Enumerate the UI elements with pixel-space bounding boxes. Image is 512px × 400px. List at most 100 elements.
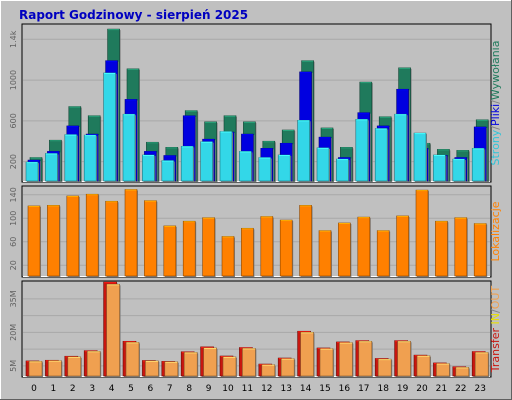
y-tick-label: 60 [9,237,18,247]
bar-body [25,161,39,182]
bar-lokalizacje-21 [435,220,449,277]
bar-body [433,154,446,182]
bar-body [66,195,80,277]
ylabel-hits: Strony/Pliki/Wywołania [489,41,502,166]
bar-body [180,146,194,182]
bar-strony-4 [103,72,117,182]
ylabel-hits-part: / [489,126,502,130]
bar-body [202,217,215,277]
bar-lokalizacje-10 [221,236,235,277]
bar-body [436,363,450,377]
bar-body [374,128,388,182]
x-tick-label: 21 [436,384,447,394]
x-tick-label: 22 [455,384,466,394]
x-tick-label: 2 [70,384,76,394]
bar-transfer-out-21 [436,363,451,377]
bar-strony-22 [452,158,466,182]
bar-lokalizacje-7 [163,225,177,277]
bar-body [182,220,196,277]
bar-body [297,120,310,182]
ylabel-sites: Lokalizacje [489,201,502,261]
bar-body [27,205,41,277]
bar-transfer-out-20 [416,355,431,377]
bar-body [200,141,213,182]
y-tick-label: 20 [9,260,18,270]
ylabel-hits-part: Strony [489,129,502,165]
bar-body [241,227,254,277]
ylabel-transfer-part: Transfer [489,327,502,373]
bar-body [67,356,82,377]
bar-body [473,223,487,277]
bar-strony-23 [471,148,486,182]
bar-body [397,340,411,377]
bar-strony-17 [355,119,369,182]
x-tick-label: 14 [300,384,312,394]
bar-body [316,147,330,182]
bar-strony-11 [239,151,253,182]
y-tick-label: 20M [9,324,18,341]
bar-body [454,217,468,277]
x-tick-label: 0 [31,384,37,394]
bar-body [125,342,140,377]
bar-strony-14 [297,120,311,182]
bar-body [161,160,175,182]
x-tick-label: 19 [397,384,409,394]
bar-transfer-out-13 [280,358,296,377]
y-tick-label: 140 [9,187,18,202]
bar-strony-0 [25,161,39,182]
bar-strony-19 [394,113,408,182]
bar-strony-13 [277,154,292,182]
ylabel-hits-part: / [489,100,502,104]
bar-lokalizacje-17 [357,216,371,277]
bar-body [279,219,293,277]
bar-body [396,215,409,277]
bar-lokalizacje-6 [144,200,158,277]
ylabel-hits-part: Wywołania [489,41,502,101]
panel-transfer [21,280,492,378]
bar-lokalizacje-13 [279,219,294,277]
bar-body [242,348,256,377]
bar-body [471,148,485,182]
x-tick-label: 9 [206,384,212,394]
bar-lokalizacje-11 [241,227,255,277]
x-tick-label: 4 [109,384,115,394]
bar-body [105,200,118,277]
bar-body [452,158,466,182]
x-tick-label: 6 [148,384,154,394]
bar-lokalizacje-8 [182,220,197,277]
ylabel-transfer: Transfer IN/OUT [489,286,502,374]
bar-transfer-out-7 [164,361,179,377]
bar-body [48,360,62,377]
bar-strony-6 [142,154,156,182]
chart-title: Raport Godzinowy - sierpień 2025 [19,8,248,22]
bar-strony-3 [83,134,98,182]
bar-transfer-out-8 [183,352,199,377]
bar-transfer-out-1 [48,360,63,377]
bar-body [338,222,351,277]
bar-body [142,154,155,182]
x-tick-label: 18 [377,384,389,394]
bar-body [339,342,353,377]
bar-body [376,230,390,277]
ylabel-transfer-part: IN [489,313,502,328]
bar-body [47,205,60,277]
bar-body [318,230,332,277]
x-tick-label: 11 [242,384,253,394]
bar-lokalizacje-0 [27,205,41,277]
y-tick-label: 100 [9,211,18,226]
bar-transfer-out-5 [125,342,140,377]
ylabel-transfer-part: / [489,309,502,313]
bar-body [258,157,272,182]
bar-strony-16 [336,158,350,182]
y-tick-label: 1.4k [9,30,18,48]
x-tick-label: 17 [358,384,369,394]
bar-transfer-out-4 [106,284,121,377]
bar-transfer-out-14 [300,332,315,377]
y-tick-label: 1000 [9,70,18,90]
bar-body [103,72,116,182]
x-tick-label: 12 [261,384,272,394]
bar-strony-10 [219,131,233,182]
bar-body [219,131,233,182]
bar-body [122,113,136,182]
